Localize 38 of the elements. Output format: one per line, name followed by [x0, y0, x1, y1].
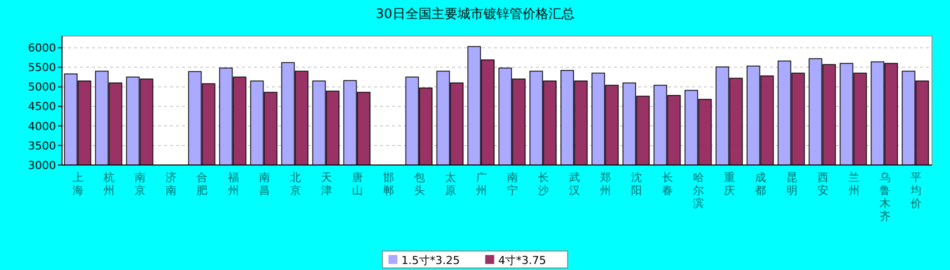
x-tick-label: 平均价 [909, 171, 922, 210]
y-tick-label: 5000 [28, 80, 56, 94]
x-tick-label: 成都 [755, 171, 766, 197]
x-tick-label: 乌鲁木齐 [879, 171, 890, 223]
x-tick-label: 郑州 [600, 171, 612, 197]
x-tick-label: 南昌 [258, 171, 270, 197]
y-tick-label: 6000 [28, 42, 56, 55]
x-tick-label: 包头 [414, 171, 425, 197]
x-tick-label: 武汉 [569, 171, 580, 197]
x-tick-label: 邯郸 [382, 171, 394, 197]
x-tick-label: 重庆 [724, 171, 736, 197]
x-tick-label: 长春 [662, 171, 674, 197]
x-tick-label: 太原 [444, 171, 456, 197]
legend-label: 1.5寸*3.25 [401, 254, 460, 267]
x-tick-label: 沈阳 [631, 171, 642, 197]
x-tick-label: 广州 [476, 171, 487, 197]
y-tick-label: 5500 [28, 61, 56, 74]
x-tick-label: 天津 [320, 171, 332, 197]
x-tick-label: 哈尔滨 [693, 171, 704, 210]
y-tick-label: 4000 [28, 120, 56, 133]
x-tick-label: 济南 [166, 171, 177, 197]
x-tick-label: 兰州 [848, 171, 860, 197]
y-tick-label: 4500 [28, 100, 56, 114]
legend-label: 4寸*3.75 [498, 254, 546, 267]
x-tick-label: 合肥 [196, 171, 208, 197]
x-tick-label: 唐山 [352, 171, 363, 197]
x-tick-label: 上海 [72, 171, 84, 197]
y-tick-label: 3000 [28, 158, 56, 172]
x-tick-label: 北京 [290, 171, 301, 197]
x-tick-label: 杭州 [102, 171, 115, 197]
x-tick-label: 南京 [134, 171, 146, 197]
x-tick-label: 南宁 [507, 171, 518, 197]
x-tick-label: 福州 [228, 171, 239, 197]
x-tick-label: 西安 [817, 171, 828, 197]
chart-title: 30日全国主要城市镀锌管价格汇总 [376, 6, 574, 22]
y-tick-label: 3500 [28, 139, 56, 152]
x-tick-label: 长沙 [538, 171, 550, 197]
x-tick-label: 昆明 [786, 171, 798, 197]
